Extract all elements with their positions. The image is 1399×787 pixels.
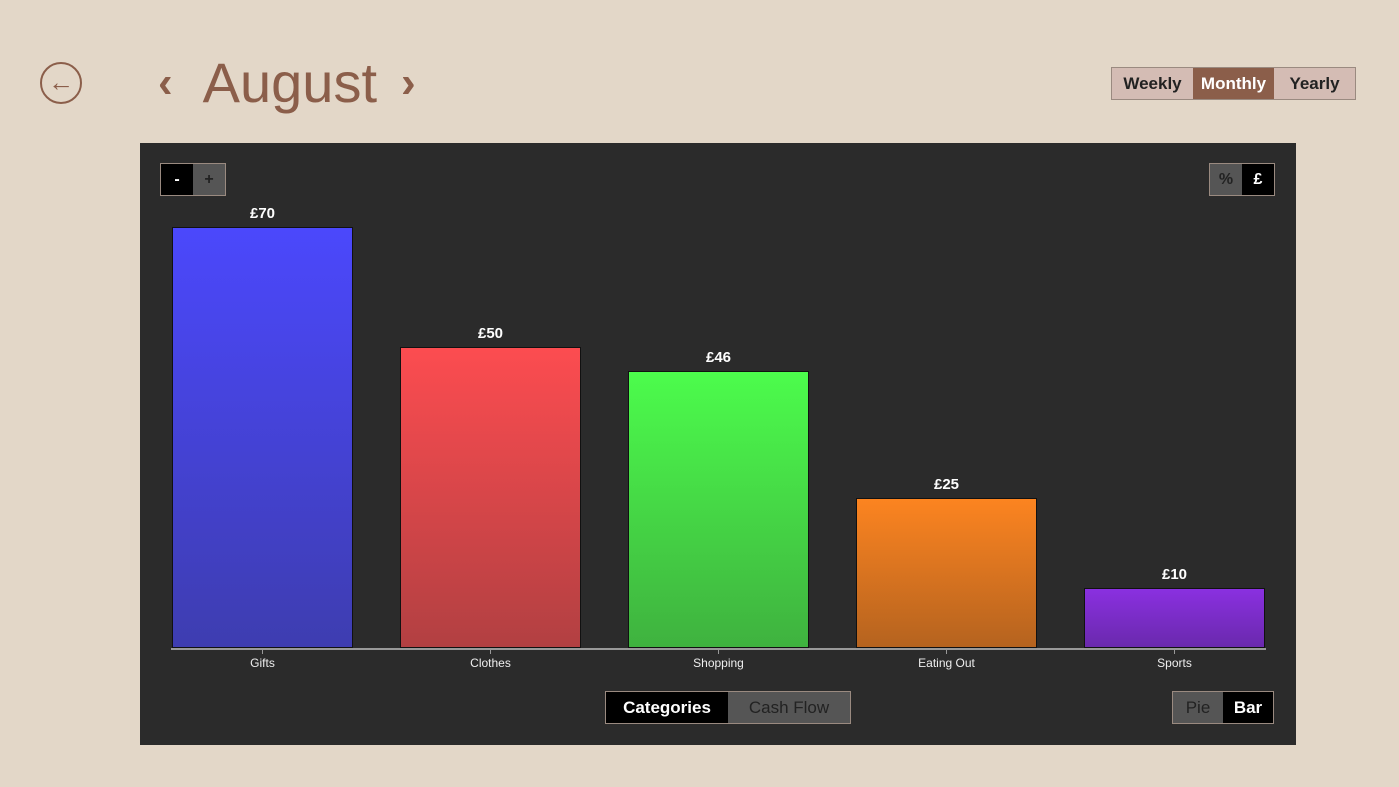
data-label: £50 — [477, 325, 504, 343]
pound-button[interactable]: £ — [1242, 164, 1274, 195]
category-label: Clothes — [470, 656, 511, 670]
weekly-button[interactable]: Weekly — [1112, 68, 1193, 99]
x-tick — [946, 648, 947, 654]
zoom-in-button[interactable]: + — [193, 164, 225, 195]
zoom-controls: - + — [160, 163, 226, 196]
monthly-button[interactable]: Monthly — [1193, 68, 1274, 99]
data-label: £46 — [705, 349, 732, 367]
x-tick — [1174, 648, 1175, 654]
category-label: Sports — [1157, 656, 1192, 670]
cash-flow-button[interactable]: Cash Flow — [728, 692, 850, 723]
category-label: Gifts — [250, 656, 275, 670]
month-navigator: ‹ August › — [158, 50, 416, 116]
bar-1[interactable] — [400, 347, 581, 648]
data-label: £25 — [933, 475, 960, 493]
zoom-out-button[interactable]: - — [161, 164, 193, 195]
x-tick — [490, 648, 491, 654]
chart-panel: - + % £ £70 Gifts £50 Clothes £46 Shopping £25… — [140, 143, 1296, 745]
back-button[interactable]: ← — [40, 62, 82, 104]
x-tick — [718, 648, 719, 654]
data-label: £70 — [249, 205, 276, 222]
chart-type-toggle: Pie Bar — [1172, 691, 1274, 724]
category-label: Shopping — [693, 656, 744, 670]
bar-4[interactable] — [1084, 587, 1265, 648]
page-title: August — [202, 51, 377, 114]
x-tick — [262, 648, 263, 654]
x-axis — [171, 648, 1266, 650]
bar-2[interactable] — [628, 371, 809, 648]
category-label: Eating Out — [918, 656, 975, 670]
period-toggle: Weekly Monthly Yearly — [1111, 67, 1356, 100]
view-toggle: Categories Cash Flow — [605, 691, 851, 724]
data-label: £10 — [1161, 565, 1188, 583]
bar-3[interactable] — [856, 497, 1037, 648]
percent-button[interactable]: % — [1210, 164, 1242, 195]
pie-button[interactable]: Pie — [1173, 692, 1223, 723]
bar-button[interactable]: Bar — [1223, 692, 1273, 723]
unit-toggle: % £ — [1209, 163, 1275, 196]
categories-button[interactable]: Categories — [606, 692, 728, 723]
bar-0[interactable] — [172, 227, 353, 648]
chevron-left-icon[interactable]: ‹ — [158, 58, 173, 107]
chevron-right-icon[interactable]: › — [401, 58, 416, 107]
yearly-button[interactable]: Yearly — [1274, 68, 1355, 99]
